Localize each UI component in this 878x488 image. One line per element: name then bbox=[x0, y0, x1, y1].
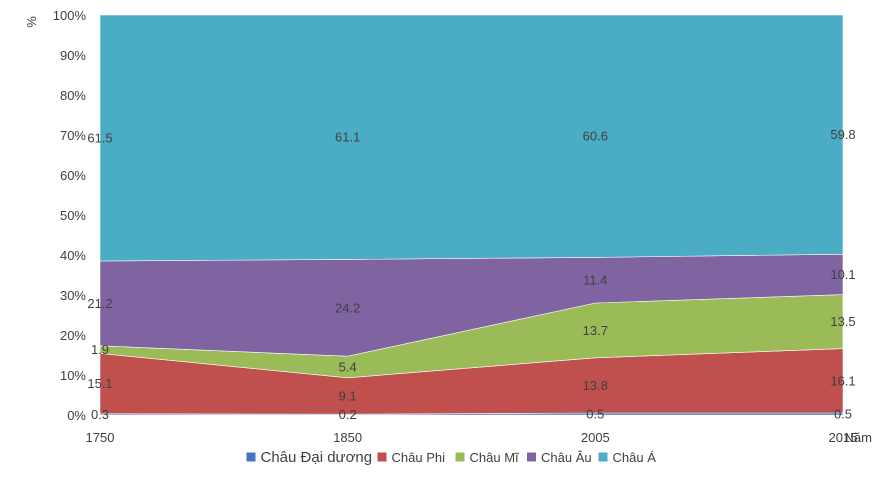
y-axis-title: % bbox=[24, 16, 39, 28]
y-tick-label: 60% bbox=[60, 168, 86, 183]
data-label-chau-au-1750: 21.2 bbox=[87, 296, 112, 311]
y-tick-label: 80% bbox=[60, 88, 86, 103]
x-tick-label: 2005 bbox=[581, 430, 610, 445]
legend-label: Châu Mĩ bbox=[470, 450, 521, 465]
x-axis-title: Năm bbox=[845, 430, 872, 445]
x-tick-label: 1850 bbox=[333, 430, 362, 445]
y-tick-label: 50% bbox=[60, 208, 86, 223]
data-label-chau-au-1850: 24.2 bbox=[335, 300, 360, 315]
y-tick-label: 100% bbox=[53, 8, 87, 23]
legend-item-chau-phi: Châu Phi bbox=[377, 450, 446, 465]
data-label-chau-a-2015: 59.8 bbox=[830, 127, 855, 142]
y-tick-label: 20% bbox=[60, 328, 86, 343]
y-tick-label: 0% bbox=[67, 408, 86, 423]
data-label-chau-phi-2015: 16.1 bbox=[830, 373, 855, 388]
y-tick-label: 40% bbox=[60, 248, 86, 263]
data-label-chau-phi-1850: 9.1 bbox=[339, 389, 357, 404]
legend-item-chau-dai-duong: Châu Đại dương bbox=[246, 449, 373, 466]
data-label-chau-au-2015: 10.1 bbox=[830, 267, 855, 282]
data-label-chau-phi-1750: 15.1 bbox=[87, 376, 112, 391]
y-tick-label: 30% bbox=[60, 288, 86, 303]
legend-item-chau-a: Châu Á bbox=[598, 450, 657, 465]
legend-swatch bbox=[598, 452, 608, 462]
x-tick-label: 2015 bbox=[829, 430, 858, 445]
legend-swatch bbox=[246, 452, 256, 462]
legend-swatch bbox=[377, 452, 387, 462]
data-labels: 0.3 0.2 0.5 0.5 15.1 9.1 13.8 16.1 1.9 5.4 13.7 13.… bbox=[87, 127, 855, 422]
x-tick-label: 1750 bbox=[86, 430, 115, 445]
area-chau-a bbox=[99, 14, 844, 262]
y-tick-label: 70% bbox=[60, 128, 86, 143]
data-label-chau-a-1850: 61.1 bbox=[335, 130, 360, 145]
data-label-chau-a-2005: 60.6 bbox=[583, 129, 608, 144]
y-tick-label: 90% bbox=[60, 48, 86, 63]
legend-label: Châu Á bbox=[613, 450, 657, 465]
x-axis: 1750 1850 2005 2015 bbox=[86, 430, 858, 445]
data-label-chau-mi-2005: 13.7 bbox=[583, 323, 608, 338]
data-label-chau-mi-1750: 1.9 bbox=[91, 342, 109, 357]
legend-label: Châu Phi bbox=[392, 450, 446, 465]
legend: Châu Đại dương Châu Phi Châu Mĩ Châu Âu Châu… bbox=[246, 449, 657, 466]
legend-item-chau-mi: Châu Mĩ bbox=[455, 450, 521, 465]
y-axis: 0% 10% 20% 30% 40% 50% 60% 70% 80% 90% 100% bbox=[53, 8, 87, 423]
data-label-chau-dai-duong-2015: 0.5 bbox=[834, 407, 852, 422]
legend-swatch bbox=[527, 452, 536, 462]
legend-swatch bbox=[455, 452, 465, 462]
data-label-chau-dai-duong-1750: 0.3 bbox=[91, 407, 109, 422]
legend-label: Châu Âu bbox=[541, 450, 592, 465]
y-tick-label: 10% bbox=[60, 368, 86, 383]
plot-area bbox=[99, 14, 844, 416]
legend-label: Châu Đại dương bbox=[261, 449, 373, 466]
legend-item-chau-au: Châu Âu bbox=[527, 450, 592, 465]
data-label-chau-dai-duong-2005: 0.5 bbox=[586, 407, 604, 422]
data-label-chau-dai-duong-1850: 0.2 bbox=[339, 407, 357, 422]
data-label-chau-mi-1850: 5.4 bbox=[339, 360, 357, 375]
data-label-chau-au-2005: 11.4 bbox=[583, 273, 607, 288]
data-label-chau-a-1750: 61.5 bbox=[87, 131, 112, 146]
data-label-chau-mi-2015: 13.5 bbox=[830, 314, 855, 329]
data-label-chau-phi-2005: 13.8 bbox=[583, 378, 608, 393]
